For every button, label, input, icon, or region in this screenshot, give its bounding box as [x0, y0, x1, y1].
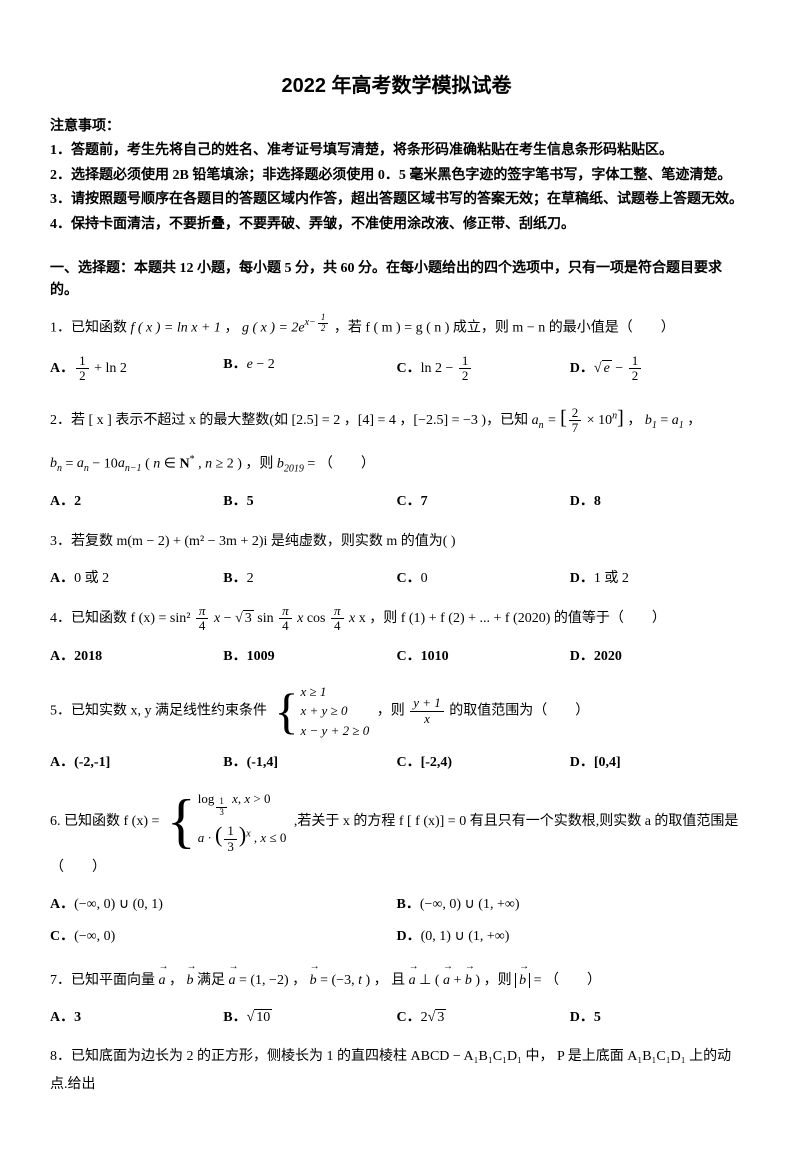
q2-opt-a: A．2	[50, 491, 223, 513]
notice-item-4: 4．保持卡面清洁，不要折叠，不要弄破、弄皱，不准使用涂改液、修正带、刮纸刀。	[50, 214, 743, 236]
question-2-line2: bn = an − 10an−1 ( n ∈ N* , n ≥ 2 ) ，则 b…	[50, 450, 743, 479]
q1-stem-pre: 1．已知函数	[50, 320, 131, 335]
notice-item-3: 3．请按照题号顺序在各题目的答题区域内作答，超出答题区域书写的答案无效；在草稿纸…	[50, 189, 743, 211]
q5-opt-d: D．[0,4]	[570, 752, 743, 774]
question-8: 8．已知底面为边长为 2 的正方形，侧棱长为 1 的直四棱柱 ABCD − A₁…	[50, 1043, 743, 1099]
q7-options: A．3 B．10 C．23 D．5	[50, 1007, 743, 1029]
q6-opt-b: B．(−∞, 0) ∪ (1, +∞)	[397, 894, 744, 916]
q6-opt-a: A．(−∞, 0) ∪ (0, 1)	[50, 894, 397, 916]
q2-options: A．2 B．5 C．7 D．8	[50, 491, 743, 513]
q1-mid: ，若 f ( m ) = g ( n ) 成立，则 m − n 的最小值是（ ）	[334, 320, 675, 335]
q4-opt-c: C．1010	[397, 646, 570, 668]
q2-line1-pre: 2．若 [ x ] 表示不超过 x 的最大整数(如 [2.5] = 2 ，[4]…	[50, 413, 532, 428]
q5-opt-c: C．[-2,4)	[397, 752, 570, 774]
q5-opt-b: B．(-1,4]	[223, 752, 396, 774]
q1-opt-b: B．e − 2	[223, 354, 396, 384]
question-4: 4．已知函数 f (x) = sin² π4 x − 3 sin π4 x co…	[50, 604, 743, 634]
q6-opt-d: D．(0, 1) ∪ (1, +∞)	[397, 926, 744, 948]
q3-opt-a: A．0 或 2	[50, 568, 223, 590]
q5-opt-a: A．(-2,-1]	[50, 752, 223, 774]
notice-header: 注意事项：	[50, 116, 743, 138]
q2-opt-b: B．5	[223, 491, 396, 513]
q1-opt-d: D．e − 12	[570, 354, 743, 384]
q6-opt-c: C．(−∞, 0)	[50, 926, 397, 948]
q3-opt-d: D．1 或 2	[570, 568, 743, 590]
q1-f-def: f ( x ) = ln x + 1	[131, 320, 221, 335]
question-3: 3．若复数 m(m − 2) + (m² − 3m + 2)i 是纯虚数，则实数…	[50, 528, 743, 556]
q7-opt-b: B．10	[223, 1007, 396, 1029]
q5-options: A．(-2,-1] B．(-1,4] C．[-2,4) D．[0,4]	[50, 752, 743, 774]
q3-options: A．0 或 2 B．2 C．0 D．1 或 2	[50, 568, 743, 590]
q2-an: an =	[532, 413, 560, 428]
q2-opt-c: C．7	[397, 491, 570, 513]
question-1: 1．已知函数 f ( x ) = ln x + 1 ， g ( x ) = 2e…	[50, 313, 743, 342]
q1-opt-c: C．ln 2 − 12	[397, 354, 570, 384]
q4-opt-a: A．2018	[50, 646, 223, 668]
q2-opt-d: D．8	[570, 491, 743, 513]
notice-item-1: 1．答题前，考生先将自己的姓名、准考证号填写清楚，将条形码准确粘贴在考生信息条形…	[50, 140, 743, 162]
q1-opt-a: A．12 + ln 2	[50, 354, 223, 384]
q1-comma: ，	[224, 320, 238, 335]
q4-opt-b: B．1009	[223, 646, 396, 668]
q3-opt-c: C．0	[397, 568, 570, 590]
section-1-header: 一、选择题：本题共 12 小题，每小题 5 分，共 60 分。在每小题给出的四个…	[50, 258, 743, 303]
q2-line1-post: ， b1 = a1 ，	[627, 413, 701, 428]
question-2: 2．若 [ x ] 表示不超过 x 的最大整数(如 [2.5] = 2 ，[4]…	[50, 398, 743, 438]
q6-options: A．(−∞, 0) ∪ (0, 1) B．(−∞, 0) ∪ (1, +∞) C…	[50, 894, 743, 959]
notice-item-2: 2．选择题必须使用 2B 铅笔填涂；非选择题必须使用 0．5 毫米黑色字迹的签字…	[50, 165, 743, 187]
q3-opt-b: B．2	[223, 568, 396, 590]
q7-opt-a: A．3	[50, 1007, 223, 1029]
q4-options: A．2018 B．1009 C．1010 D．2020	[50, 646, 743, 668]
question-5: 5．已知实数 x, y 满足线性约束条件 { x ≥ 1 x + y ≥ 0 x…	[50, 682, 743, 741]
question-7: 7．已知平面向量 a ， b 满足 a = (1, −2) ， b = (−3,…	[50, 967, 743, 995]
q7-opt-d: D．5	[570, 1007, 743, 1029]
q1-options: A．12 + ln 2 B．e − 2 C．ln 2 − 12 D．e − 12	[50, 354, 743, 384]
page-title: 2022 年高考数学模拟试卷	[50, 70, 743, 102]
q4-opt-d: D．2020	[570, 646, 743, 668]
q7-opt-c: C．23	[397, 1007, 570, 1029]
q1-g-def-pre: g ( x ) = 2e	[242, 320, 305, 335]
q1-g-exp: x−12	[305, 317, 331, 328]
question-6: 6. 已知函数 f (x) = { log13 x, x > 0 a · (13…	[50, 789, 743, 882]
